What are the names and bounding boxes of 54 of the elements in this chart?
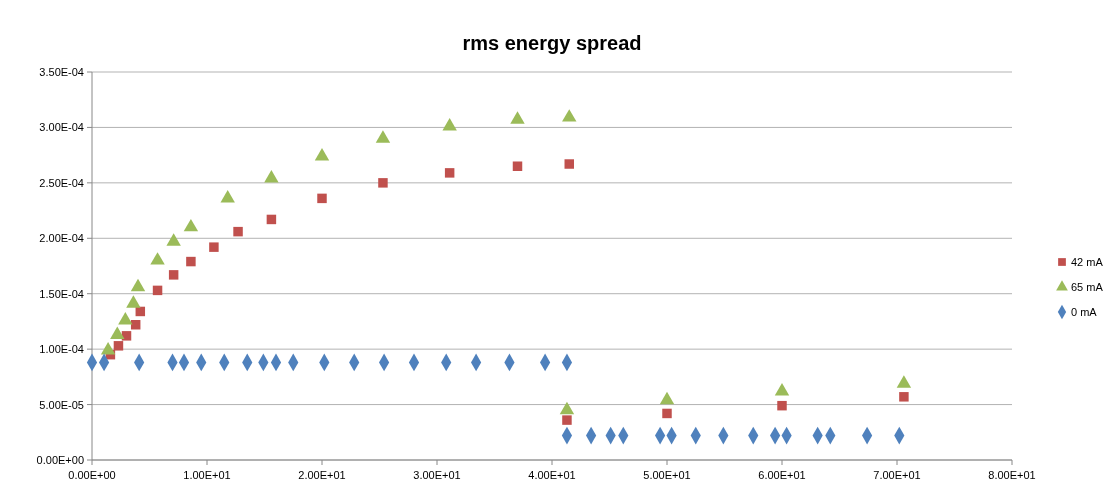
y-tick-label: 1.00E-04	[39, 343, 84, 356]
point	[378, 178, 388, 188]
point	[564, 159, 574, 169]
point	[220, 190, 235, 203]
y-tick-label: 3.00E-04	[39, 121, 84, 134]
point	[150, 252, 165, 265]
point	[166, 233, 181, 246]
point	[562, 415, 572, 425]
point	[512, 161, 523, 171]
point	[118, 312, 133, 325]
point	[152, 285, 163, 296]
legend-label: 0 mA	[1071, 306, 1098, 318]
point	[113, 341, 124, 351]
chart-title: rms energy spread	[462, 32, 642, 54]
y-tick-label: 3.50E-04	[39, 66, 84, 78]
y-tick-label: 2.00E-04	[39, 232, 84, 245]
point	[662, 408, 672, 419]
point	[209, 242, 219, 252]
x-tick-label: 6.00E+01	[758, 469, 806, 481]
y-tick-label: 0.00E+00	[36, 454, 84, 466]
x-tick-label: 2.00E+01	[298, 469, 346, 481]
y-tick-label: 2.50E-04	[39, 176, 84, 189]
x-tick-label: 3.00E+01	[413, 469, 461, 481]
legend-label: 65 mA	[1071, 281, 1104, 293]
point	[777, 400, 787, 411]
point	[100, 341, 116, 355]
point	[121, 331, 132, 341]
x-tick-label: 1.00E+01	[183, 469, 231, 481]
point	[375, 130, 391, 143]
y-tick-label: 1.50E-04	[39, 287, 84, 300]
point	[186, 256, 196, 267]
point	[183, 218, 199, 232]
point	[444, 168, 455, 178]
y-tick-label: 5.00E-05	[39, 398, 84, 411]
point	[233, 226, 243, 237]
point	[130, 278, 146, 292]
point	[314, 147, 330, 161]
point	[896, 375, 912, 388]
point	[168, 270, 179, 280]
point	[899, 392, 909, 402]
point	[110, 326, 125, 339]
x-tick-label: 5.00E+01	[643, 469, 691, 481]
point	[510, 111, 525, 124]
x-tick-label: 0.00E+00	[68, 469, 116, 481]
point	[266, 214, 277, 225]
point	[264, 170, 279, 183]
point	[562, 109, 577, 122]
point	[442, 118, 457, 131]
point	[126, 295, 141, 308]
x-tick-label: 7.00E+01	[873, 469, 921, 481]
x-tick-label: 4.00E+01	[528, 469, 576, 481]
x-tick-label: 8.00E+01	[988, 469, 1036, 481]
point	[317, 193, 327, 204]
legend-label: 42 mA	[1071, 256, 1104, 268]
